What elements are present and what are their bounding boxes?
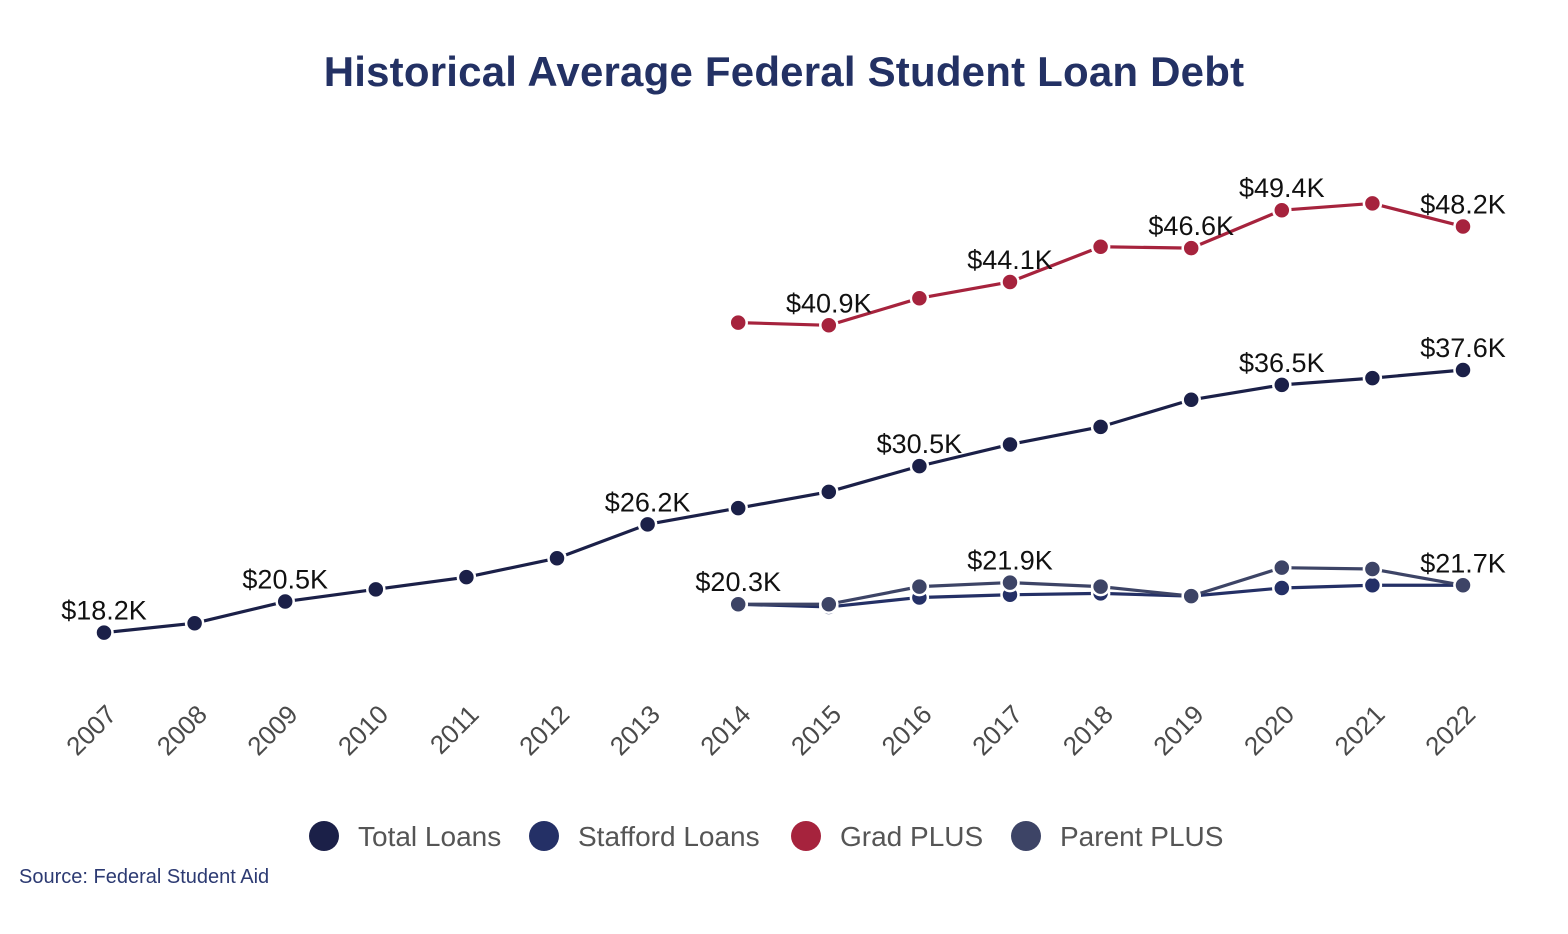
x-tick-2008: 2008 (151, 699, 213, 761)
total-loans-point-2019 (1181, 390, 1201, 410)
grad-plus-point-2015 (819, 315, 839, 336)
x-tick-2007: 2007 (60, 699, 122, 761)
parent-plus-label-2022: $21.7K (1420, 548, 1506, 578)
x-tick-2017: 2017 (966, 699, 1028, 761)
total-loans-label-2022: $37.6K (1420, 333, 1506, 363)
legend-marker-stafford-loans (529, 821, 559, 851)
legend-item-total-loans: Total Loans (309, 821, 501, 852)
total-loans-point-2018 (1090, 417, 1111, 437)
x-tick-2018: 2018 (1057, 699, 1119, 761)
total-loans-point-2016 (909, 456, 930, 476)
total-loans-point-2009 (275, 591, 295, 612)
total-loans-point-2013 (637, 514, 658, 535)
x-tick-2021: 2021 (1329, 699, 1391, 761)
x-tick-2016: 2016 (876, 699, 938, 761)
grad-plus-point-2019 (1181, 238, 1201, 258)
x-tick-2020: 2020 (1238, 699, 1300, 761)
x-tick-2010: 2010 (332, 699, 394, 761)
total-loans-point-2015 (819, 482, 839, 502)
grad-plus-point-2017 (1000, 272, 1020, 292)
grad-plus-point-2016 (909, 288, 930, 308)
parent-plus-point-2014 (728, 594, 748, 614)
data-labels: $18.2K $20.5K $26.2K $30.5K $36.5K $37.6K $40.… (61, 173, 1506, 625)
parent-plus-label-2014: $20.3K (695, 567, 781, 597)
legend-label-grad-plus: Grad PLUS (840, 821, 983, 852)
x-tick-2022: 2022 (1419, 699, 1481, 761)
grad-plus-point-2020 (1272, 200, 1292, 220)
source-note: Source: Federal Student Aid (19, 866, 270, 888)
x-axis-ticks: 2007 2008 2009 2010 2011 2012 2013 2014 2015 2016… (60, 699, 1481, 761)
grad-plus-point-2018 (1090, 237, 1111, 257)
legend-label-total-loans: Total Loans (358, 821, 501, 852)
total-loans-label-2016: $30.5K (877, 429, 963, 459)
x-tick-2015: 2015 (785, 699, 847, 761)
legend-item-stafford-loans: Stafford Loans (529, 821, 760, 852)
legend-item-parent-plus: Parent PLUS (1011, 821, 1223, 852)
parent-plus-point-2016 (909, 576, 930, 597)
x-tick-2011: 2011 (424, 699, 485, 760)
legend: Total Loans Stafford Loans Grad PLUS Parent… (309, 821, 1223, 852)
total-loans-point-2010 (366, 579, 386, 600)
legend-marker-total-loans (309, 821, 339, 851)
total-loans-point-2011 (456, 567, 477, 587)
total-loans-label-2013: $26.2K (605, 487, 691, 517)
total-loans-point-2022 (1453, 360, 1473, 380)
x-tick-2014: 2014 (694, 699, 756, 761)
parent-plus-point-2018 (1090, 576, 1111, 597)
series-points (94, 193, 1473, 643)
total-loans-point-2012 (547, 548, 567, 568)
legend-marker-grad-plus (791, 821, 821, 851)
total-loans-point-2017 (1000, 434, 1020, 455)
total-loans-label-2020: $36.5K (1239, 348, 1325, 378)
total-loans-point-2008 (184, 613, 205, 633)
parent-plus-point-2020 (1272, 557, 1292, 578)
legend-label-stafford-loans: Stafford Loans (578, 821, 760, 852)
legend-marker-parent-plus (1011, 821, 1041, 851)
stafford-loans-point-2021 (1362, 575, 1383, 596)
total-loans-label-2009: $20.5K (242, 565, 328, 595)
legend-label-parent-plus: Parent PLUS (1060, 821, 1223, 852)
total-loans-point-2014 (728, 498, 748, 518)
x-tick-2019: 2019 (1147, 699, 1209, 761)
grad-plus-point-2014 (728, 312, 748, 333)
x-tick-2012: 2012 (513, 699, 575, 761)
grad-plus-label-2015: $40.9K (786, 288, 872, 318)
parent-plus-point-2017 (1000, 572, 1020, 593)
parent-plus-point-2022 (1453, 575, 1473, 596)
chart-title: Historical Average Federal Student Loan … (323, 48, 1245, 95)
grad-plus-label-2020: $49.4K (1239, 173, 1325, 203)
total-loans-point-2021 (1362, 368, 1383, 388)
parent-plus-point-2015 (819, 594, 839, 614)
total-loans-point-2007 (94, 622, 114, 643)
total-loans-line (103, 368, 1464, 635)
total-loans-point-2020 (1272, 375, 1292, 395)
stafford-loans-point-2020 (1272, 578, 1292, 598)
total-loans-label-2007: $18.2K (61, 596, 147, 626)
legend-item-grad-plus: Grad PLUS (791, 821, 983, 852)
x-tick-2009: 2009 (241, 699, 303, 761)
parent-plus-point-2021 (1362, 559, 1383, 579)
parent-plus-label-2017: $21.9K (967, 546, 1053, 576)
grad-plus-label-2017: $44.1K (967, 245, 1053, 275)
grad-plus-label-2022: $48.2K (1420, 189, 1506, 219)
grad-plus-point-2022 (1453, 216, 1473, 237)
grad-plus-point-2021 (1362, 193, 1383, 214)
x-tick-2013: 2013 (604, 699, 666, 761)
parent-plus-point-2019 (1181, 586, 1201, 606)
grad-plus-label-2019: $46.6K (1148, 211, 1234, 241)
